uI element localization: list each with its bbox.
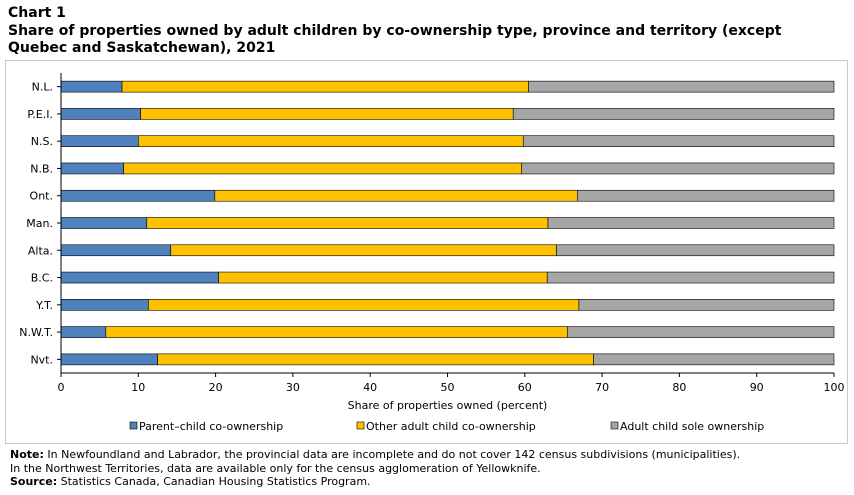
x-tick-label: 30	[286, 381, 300, 394]
bar-segment-3-5	[577, 189, 835, 202]
y-tick-label: Man.	[26, 217, 53, 230]
bar-segment-3-3	[522, 135, 835, 147]
y-tick-label: Y.T.	[35, 299, 53, 312]
x-tick-label: 70	[595, 381, 609, 394]
bar-segment-2-7	[170, 244, 557, 257]
bar-segment-1-3	[60, 135, 139, 147]
note-line-1: Note: In Newfoundland and Labrador, the …	[10, 448, 850, 462]
legend-label-2: Other adult child co-ownership	[366, 420, 536, 433]
bar-segment-3-11	[593, 353, 835, 366]
note-line-2: In the Northwest Territories, data are a…	[10, 461, 541, 475]
chart-title: Share of properties owned by adult child…	[8, 23, 782, 56]
x-tick-label: 0	[58, 381, 65, 394]
bar-segment-1-9	[60, 299, 149, 311]
source-text: Statistics Canada, Canadian Housing Stat…	[60, 475, 371, 488]
source-line: Source: Statistics Canada, Canadian Hous…	[10, 475, 850, 489]
legend-swatch-3	[610, 421, 619, 430]
y-tick-label: Nvt.	[30, 353, 53, 366]
x-tick-label: 80	[672, 381, 686, 394]
y-tick-label: Ont.	[30, 190, 53, 203]
bar-segment-3-1	[528, 80, 835, 93]
bar-segment-3-7	[556, 244, 835, 257]
legend-swatch-2	[356, 421, 365, 430]
source-label: Source:	[10, 475, 58, 488]
bar-segment-2-8	[218, 271, 548, 284]
bar-segment-1-1	[60, 80, 123, 93]
y-tick-label: B.C.	[31, 272, 53, 285]
y-tick-label: N.S.	[31, 135, 53, 148]
legend-label-1: Parent–child co-ownership	[139, 420, 283, 433]
chart-label: Chart 1	[8, 5, 66, 21]
legend-label-3: Adult child sole ownership	[620, 420, 764, 433]
x-tick-label: 20	[209, 381, 223, 394]
bar-segment-1-2	[60, 108, 141, 120]
bar-segment-3-9	[578, 299, 835, 311]
x-tick-label: 90	[750, 381, 764, 394]
x-axis-title: Share of properties owned (percent)	[348, 399, 548, 412]
y-tick-label: N.L.	[32, 81, 53, 94]
note-text: In Newfoundland and Labrador, the provin…	[47, 448, 741, 461]
bar-segment-1-5	[60, 189, 216, 202]
stacked-bar-chart: N.L. P.E.I. N.S. N.B. Ont. Man. Alta. B.C. Y.T. N…	[19, 73, 845, 433]
bar-segment-2-10	[105, 326, 568, 338]
bar-segment-2-6	[146, 217, 549, 229]
note-label: Note:	[10, 448, 44, 461]
bar-segment-3-8	[546, 271, 835, 284]
legend-swatch-1	[129, 421, 138, 430]
bar-segment-1-10	[60, 326, 107, 338]
bar-segment-3-4	[521, 162, 835, 175]
bar-segment-2-1	[121, 80, 529, 93]
y-tick-label: Alta.	[28, 244, 53, 257]
bar-segment-2-3	[138, 135, 524, 147]
bar-segment-1-6	[60, 217, 148, 229]
bar-segment-2-5	[214, 189, 578, 202]
bar-segment-2-2	[140, 108, 514, 120]
x-tick-label: 60	[518, 381, 532, 394]
bar-segment-3-2	[512, 108, 835, 120]
y-tick-label: N.B.	[30, 162, 53, 175]
bar-segment-2-11	[157, 353, 594, 366]
chart-frame	[5, 60, 848, 444]
x-tick-label: 10	[131, 381, 145, 394]
bar-segment-1-11	[60, 353, 158, 366]
y-tick-label: P.E.I.	[27, 108, 53, 121]
x-tick-label: 50	[441, 381, 455, 394]
bar-segment-2-9	[148, 299, 580, 311]
x-tick-label: 40	[363, 381, 377, 394]
bar-segment-1-4	[60, 162, 124, 175]
bar-segment-3-6	[547, 217, 835, 229]
bar-segment-3-10	[567, 326, 835, 338]
bar-segment-1-8	[60, 271, 219, 284]
x-tick-label: 100	[824, 381, 845, 394]
bar-segment-2-4	[123, 162, 523, 175]
bar-segment-1-7	[60, 244, 172, 257]
chart-notes: Note: In Newfoundland and Labrador, the …	[10, 448, 850, 489]
y-tick-label: N.W.T.	[19, 326, 53, 339]
